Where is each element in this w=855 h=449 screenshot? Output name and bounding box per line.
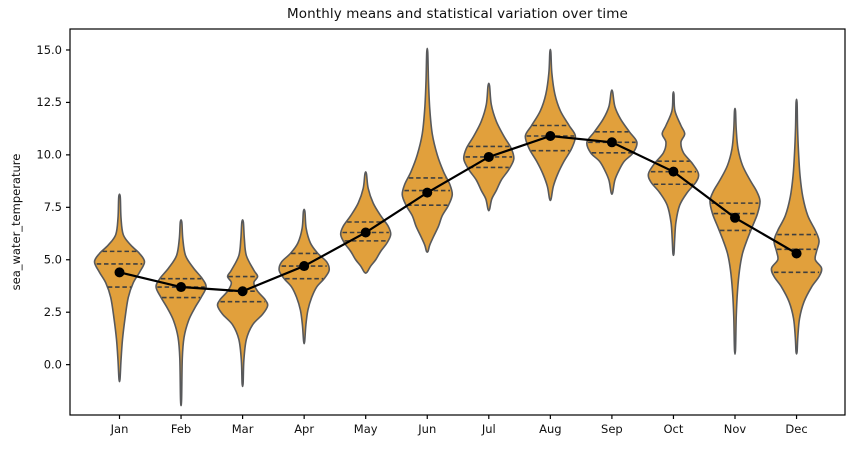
mean-dot-apr [299,261,310,272]
violin-jun [401,47,454,253]
violin-jul [462,82,515,212]
mean-dot-dec [791,248,802,259]
x-tick-label-jan: Jan [110,422,129,436]
mean-dot-nov [730,212,740,223]
x-tick-label-dec: Dec [785,422,807,436]
y-tick-label: 2.5 [44,305,62,319]
violin-nov [709,107,761,355]
mean-dot-oct [668,166,679,177]
x-tick-label-nov: Nov [724,422,747,436]
mean-line [119,134,798,293]
mean-dot-aug [545,130,556,141]
violin-feb [155,219,207,407]
x-tick-label-oct: Oct [664,422,684,436]
y-tick-label: 7.5 [44,200,62,214]
violin-apr [278,208,331,345]
y-tick-label: 15.0 [36,43,62,57]
mean-dot-sep [606,137,617,148]
x-tick-label-jul: Jul [481,422,496,436]
y-tick-label: 5.0 [44,253,62,267]
x-tick-label-feb: Feb [171,422,191,436]
y-tick-label: 0.0 [44,357,62,371]
x-tick-label-sep: Sep [601,422,623,436]
violin-mar [216,219,269,388]
mean-dot-mar [237,286,248,297]
chart-title: Monthly means and statistical variation … [287,6,628,22]
mean-dot-jul [483,151,494,162]
x-tick-label-aug: Aug [539,422,561,436]
violin-dec [770,98,823,355]
x-tick-label-apr: Apr [294,422,314,436]
violin-jan [93,193,146,383]
x-tick-label-mar: Mar [232,422,254,436]
mean-dot-may [360,227,371,238]
mean-dot-feb [176,282,187,293]
mean-dot-jun [422,187,433,198]
y-tick-label: 10.0 [36,148,62,162]
y-tick-label: 12.5 [36,95,62,109]
x-tick-label-may: May [354,422,378,436]
plot-border [69,28,846,416]
x-tick-label-jun: Jun [417,422,436,436]
mean-dot-jan [114,267,125,278]
